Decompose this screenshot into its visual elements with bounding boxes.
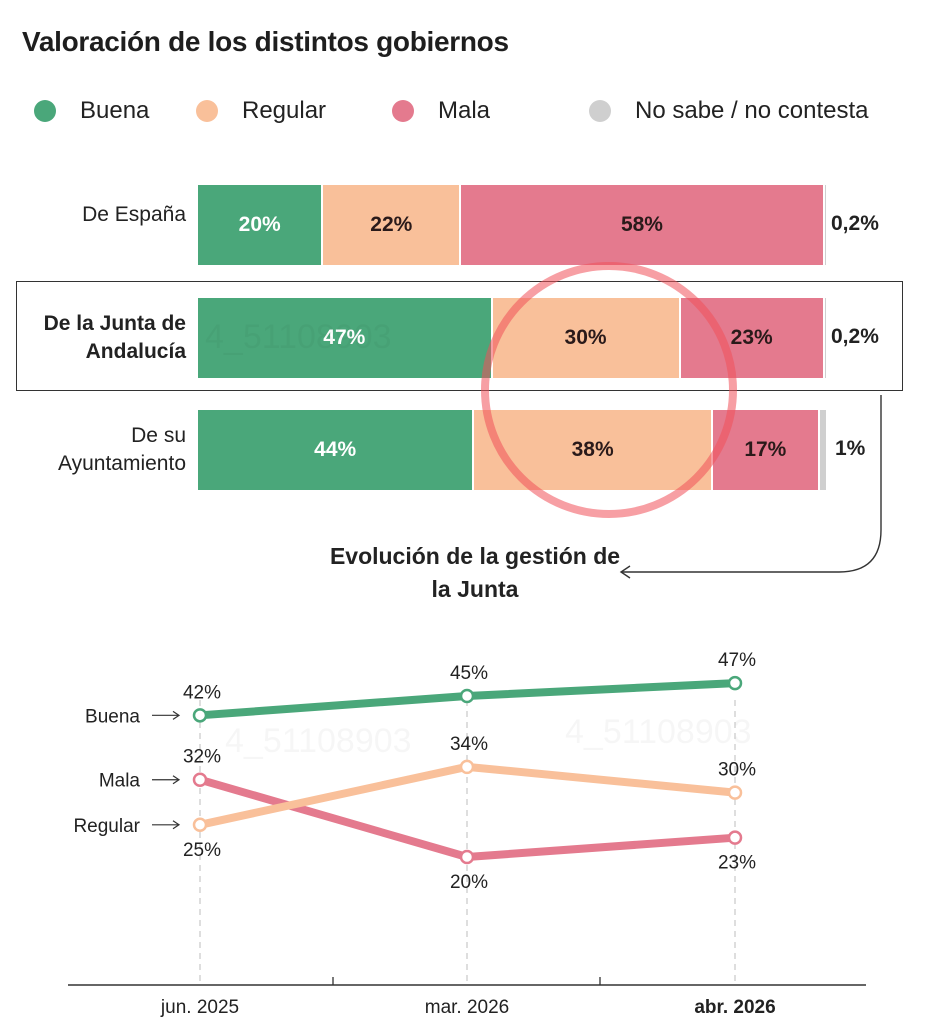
bar-value-label: 20%	[238, 213, 281, 236]
stacked-bar: 44% 38% 17%	[198, 410, 826, 490]
data-point-regular	[459, 759, 475, 775]
legend-swatch-regular	[196, 100, 218, 122]
bar-category-label: De su Ayuntamiento	[6, 422, 186, 478]
series-arrowhead-icon	[172, 820, 181, 830]
bar-value-label: 17%	[744, 438, 787, 461]
bar-segment-mala: 58%	[461, 185, 823, 265]
bar-value-label: 44%	[314, 438, 357, 461]
data-label: 45%	[450, 663, 488, 684]
series-name-label: Buena	[85, 706, 140, 727]
bar-segment-no-sabe-no-contesta	[824, 185, 826, 265]
bar-value-label: 58%	[620, 213, 663, 236]
data-label: 42%	[183, 682, 221, 703]
legend-item-mala: Mala	[392, 97, 490, 125]
bar-segment-no-sabe-no-contesta	[819, 410, 826, 490]
bar-nsnc-label: 0,2%	[831, 212, 879, 235]
legend-item-nsnc: No sabe / no contesta	[589, 97, 868, 125]
bar-nsnc-label: 1%	[835, 437, 866, 460]
data-point-mala	[727, 830, 743, 845]
connector-line	[622, 395, 882, 573]
bar-segment-regular: 30%	[492, 298, 679, 378]
legend-label: Mala	[438, 97, 491, 124]
bar-category-label-line: De su	[131, 424, 186, 447]
x-tick-label: mar. 2026	[425, 997, 510, 1018]
data-label: 34%	[450, 734, 488, 755]
bar-category-label-line: Andalucía	[85, 340, 186, 363]
bar-category-label-line: De la Junta de	[43, 312, 186, 335]
bar-value-label: 30%	[564, 326, 607, 349]
data-label: 32%	[183, 747, 221, 768]
series-name-label: Regular	[73, 816, 140, 837]
x-tick-label: jun. 2025	[160, 997, 239, 1018]
data-point-regular	[727, 785, 743, 800]
highlight-box-junta	[16, 281, 903, 391]
legend-item-buena: Buena	[34, 97, 149, 125]
legend: Buena Regular Mala No sabe / no contesta	[0, 97, 933, 127]
bar-category-label-line: De España	[82, 203, 186, 226]
stacked-bar: 47% 30% 23%	[198, 298, 826, 378]
chart-title: Valoración de los distintos gobiernos	[22, 26, 509, 57]
data-label: 47%	[718, 650, 756, 671]
data-point-mala	[192, 772, 208, 787]
series-arrowhead-icon	[172, 775, 181, 785]
bar-segment-buena: 47%	[198, 298, 491, 378]
legend-item-regular: Regular	[196, 97, 326, 125]
bar-segment-no-sabe-no-contesta	[824, 298, 826, 378]
series-line-regular	[196, 762, 739, 829]
highlight-circle	[481, 262, 737, 518]
data-label: 20%	[450, 872, 488, 893]
line-chart-title: Evolución de la gestión de la Junta	[329, 543, 621, 602]
bar-category-label: De España	[6, 201, 186, 229]
stacked-bar: 20% 22% 58%	[198, 185, 826, 265]
legend-label: Regular	[242, 97, 327, 124]
connector-arrowhead-icon	[619, 565, 631, 579]
data-label: 25%	[183, 840, 221, 861]
legend-swatch-nsnc	[589, 100, 611, 122]
legend-swatch-buena	[34, 100, 56, 122]
bar-value-label: 22%	[370, 213, 413, 236]
bar-segment-regular: 38%	[474, 410, 711, 490]
data-point-buena	[192, 708, 208, 723]
data-label: 30%	[718, 760, 756, 781]
data-point-mala	[459, 849, 475, 865]
legend-label: No sabe / no contesta	[635, 97, 869, 124]
data-label: 23%	[718, 853, 756, 874]
legend-swatch-mala	[392, 100, 414, 122]
data-point-regular	[192, 817, 208, 833]
bar-category-label: De la Junta de Andalucía	[6, 310, 186, 366]
series-name-label: Mala	[99, 771, 141, 792]
bar-value-label: 47%	[323, 326, 366, 349]
bar-category-label-line: Ayuntamiento	[57, 452, 186, 475]
series-arrowhead-icon	[172, 710, 181, 720]
bar-segment-regular: 22%	[323, 185, 460, 265]
data-point-buena	[727, 675, 743, 691]
x-tick-label: abr. 2026	[694, 997, 775, 1018]
data-point-buena	[459, 688, 475, 704]
legend-label: Buena	[80, 97, 150, 124]
bar-segment-buena: 20%	[198, 185, 322, 265]
bar-segment-buena: 44%	[198, 410, 473, 490]
bar-nsnc-label: 0,2%	[831, 325, 879, 348]
bar-value-label: 38%	[571, 438, 614, 461]
bar-value-label: 23%	[730, 326, 773, 349]
